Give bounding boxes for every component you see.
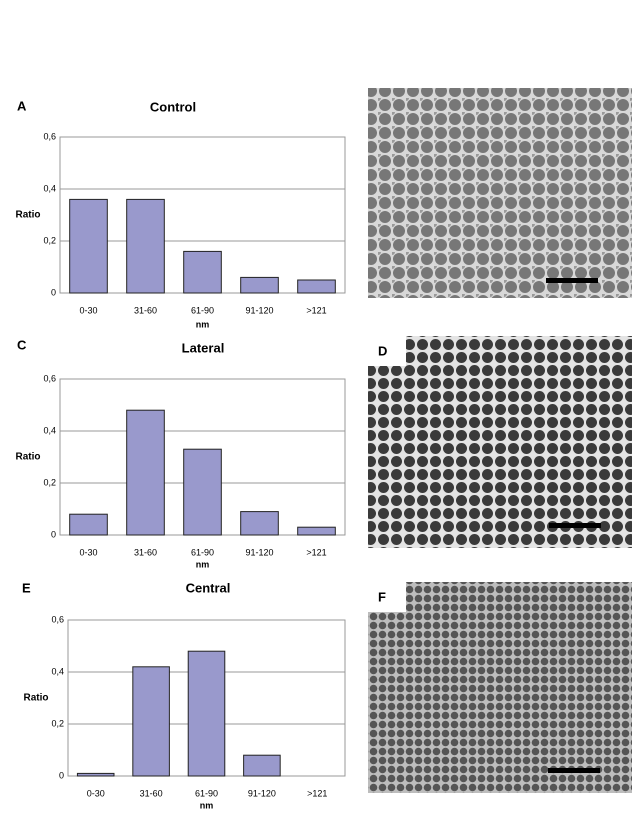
y-tick-label: 0,4 — [43, 183, 56, 193]
y-tick-label: 0,2 — [43, 477, 56, 487]
panel-label: E — [22, 580, 31, 595]
x-tick-label: 91-120 — [245, 547, 273, 557]
y-tick-label: 0,2 — [43, 235, 56, 245]
bar — [126, 409, 165, 536]
chart-title: Control — [150, 99, 196, 114]
x-tick-label: 61-90 — [195, 788, 218, 798]
x-tick-label: 0-30 — [79, 305, 97, 315]
bar — [240, 511, 279, 536]
bar — [69, 513, 108, 536]
y-tick-label: 0,6 — [51, 614, 64, 624]
y-axis-label: Ratio — [16, 452, 41, 463]
x-axis-label: nm — [200, 800, 214, 810]
x-tick-label: 61-90 — [191, 305, 214, 315]
panel-label: A — [17, 98, 27, 113]
bar — [240, 276, 279, 294]
bar — [132, 666, 170, 777]
panel-label: C — [17, 337, 27, 352]
y-tick-label: 0,4 — [51, 666, 64, 676]
x-tick-label: 31-60 — [134, 305, 157, 315]
x-axis-label: nm — [196, 559, 210, 569]
bar — [297, 279, 336, 294]
x-tick-label: >121 — [307, 788, 327, 798]
x-tick-label: 91-120 — [245, 305, 273, 315]
y-tick-label: 0,6 — [43, 373, 56, 383]
micrograph-b — [368, 88, 632, 298]
y-axis-label: Ratio — [16, 210, 41, 221]
x-tick-label: 91-120 — [248, 788, 276, 798]
micrograph-f: F — [368, 582, 632, 793]
bar — [297, 526, 336, 536]
chart-title: Lateral — [182, 340, 225, 355]
y-axis-label: Ratio — [24, 693, 49, 704]
x-tick-label: 0-30 — [79, 547, 97, 557]
bar — [69, 198, 108, 294]
y-tick-label: 0 — [51, 287, 56, 297]
x-axis-label: nm — [196, 319, 210, 329]
x-tick-label: 31-60 — [140, 788, 163, 798]
micrograph-label: D — [378, 343, 387, 358]
y-tick-label: 0 — [51, 529, 56, 539]
bar — [243, 754, 281, 777]
bar — [183, 448, 222, 536]
chart-title: Central — [186, 580, 231, 595]
bar — [126, 198, 165, 294]
micrograph-d: D — [368, 336, 632, 548]
y-tick-label: 0,2 — [51, 718, 64, 728]
x-tick-label: >121 — [306, 305, 326, 315]
bar — [183, 250, 222, 294]
x-tick-label: 0-30 — [87, 788, 105, 798]
x-tick-label: 61-90 — [191, 547, 214, 557]
y-tick-label: 0 — [59, 770, 64, 780]
bar — [187, 650, 226, 777]
x-tick-label: >121 — [306, 547, 326, 557]
y-tick-label: 0,4 — [43, 425, 56, 435]
micrograph-label: F — [378, 589, 386, 604]
bar — [76, 772, 115, 777]
x-tick-label: 31-60 — [134, 547, 157, 557]
y-tick-label: 0,6 — [43, 131, 56, 141]
